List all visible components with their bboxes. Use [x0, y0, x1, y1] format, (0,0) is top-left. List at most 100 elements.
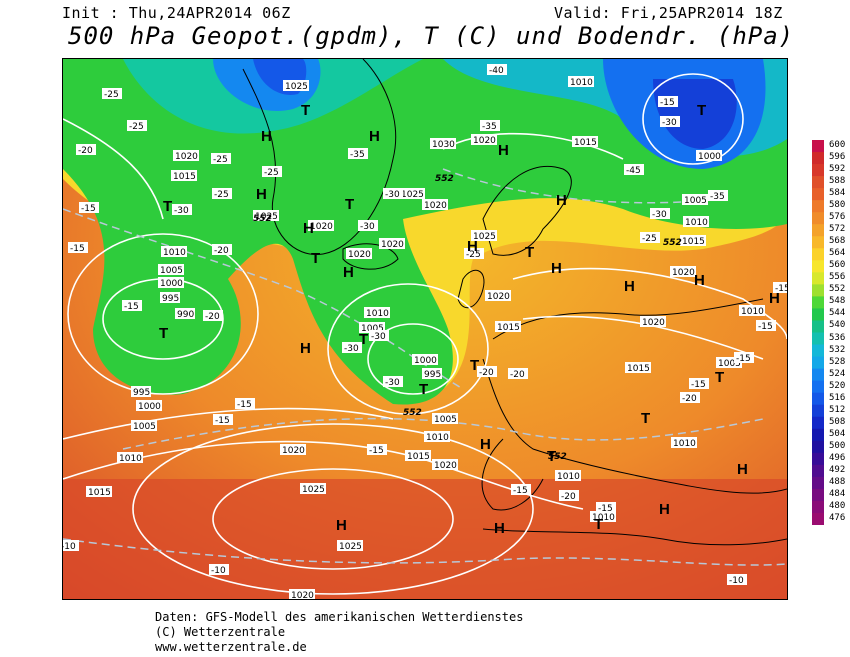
pressure-label-box [683, 216, 709, 227]
high-pressure-mark: H [480, 436, 491, 453]
pressure-label-box [696, 150, 722, 161]
temperature-label-box [773, 282, 787, 293]
pressure-label-box [432, 413, 458, 424]
low-pressure-mark: T [525, 244, 534, 261]
pressure-label-box [424, 431, 450, 442]
legend-swatch [812, 224, 824, 237]
temperature-label: -25 [264, 168, 279, 178]
high-pressure-mark: H [494, 520, 505, 537]
temperature-label: -30 [652, 210, 667, 220]
temperature-label-box [480, 120, 500, 131]
high-ring-atlantic [212, 468, 454, 570]
pressure-label-box [555, 470, 581, 481]
legend-swatch [812, 356, 824, 370]
pressure-label-box [670, 266, 696, 277]
legend-label: 516 [829, 392, 846, 403]
legend-swatch [812, 236, 824, 249]
legend-swatch [812, 284, 824, 297]
south-red [63, 479, 787, 599]
legend-swatch [812, 176, 824, 189]
legend-swatch [812, 368, 824, 382]
temperature-label: -30 [385, 378, 400, 388]
legend-swatch [812, 164, 824, 177]
legend-swatch [812, 344, 824, 358]
temperature-label: -35 [710, 192, 725, 202]
pressure-label: 1020 [282, 446, 305, 456]
temperature-label-box [508, 368, 528, 379]
temperature-label-box [209, 564, 229, 575]
temperature-label-box [79, 202, 99, 213]
temperature-label-box [559, 490, 579, 501]
pressure-label-box [739, 305, 765, 316]
pressure-label: 1015 [407, 452, 430, 462]
pressure-label: 1020 [424, 201, 447, 211]
pressure-label-box [572, 136, 598, 147]
pressure-label-box [422, 199, 448, 210]
geopotential-label: 552 [548, 452, 567, 462]
geopotential-label: 552 [435, 174, 454, 184]
temperature-label: -15 [215, 416, 230, 426]
pressure-label-box [405, 450, 431, 461]
pressure-label-box [175, 308, 195, 319]
isobar-d [512, 267, 787, 340]
temperature-label: -20 [214, 246, 229, 256]
legend-swatch [812, 272, 824, 285]
low-ring-west [67, 233, 259, 395]
high-pressure-mark: H [300, 340, 311, 357]
legend-swatch [812, 392, 824, 406]
temperature-label: -20 [682, 394, 697, 404]
pressure-label: 1010 [557, 472, 580, 482]
temperature-label-box [127, 120, 147, 131]
temperature-label: -20 [479, 368, 494, 378]
temperature-label-box [63, 540, 79, 551]
temperature-label: -20 [561, 492, 576, 502]
legend-label: 504 [829, 428, 846, 439]
low-pressure-mark: T [163, 198, 172, 215]
isotherm-d [122, 417, 764, 450]
legend-label: 512 [829, 404, 846, 415]
legend-label: 496 [829, 452, 846, 463]
pressure-label-box [590, 511, 616, 522]
legend-label: 584 [829, 188, 846, 199]
pressure-label-box [158, 264, 184, 275]
temperature-label-box [211, 153, 231, 164]
temperature-label: -25 [642, 234, 657, 244]
footer-source: Daten: GFS-Modell des amerikanischen Wet… [155, 610, 524, 624]
pressure-label-box [171, 170, 197, 181]
green-trough [63, 59, 787, 405]
pressure-label-box [568, 76, 594, 87]
pressure-label: 1030 [432, 140, 455, 150]
pressure-label: 1010 [119, 454, 142, 464]
temperature-label-box [640, 232, 660, 243]
isobar-c [442, 132, 624, 160]
temperature-label-box [203, 310, 223, 321]
pressure-label: 1005 [160, 266, 183, 276]
pressure-label: 1020 [434, 461, 457, 471]
pressure-label-box [173, 150, 199, 161]
legend-swatch [812, 260, 824, 273]
legend-swatch [812, 332, 824, 346]
pressure-label: 1020 [473, 136, 496, 146]
pressure-label-box [359, 322, 385, 333]
temperature-label: -45 [626, 166, 641, 176]
high-ring-atlantic-outer [132, 423, 534, 595]
pressure-label-box [117, 452, 143, 463]
high-pressure-mark: H [769, 290, 780, 307]
temperature-label: -10 [729, 576, 744, 586]
pressure-label-box [716, 357, 742, 368]
low-center-mid [367, 323, 459, 395]
legend-label: 560 [829, 260, 846, 271]
temperature-label-box [477, 366, 497, 377]
temperature-label-box [68, 242, 88, 253]
map-title: 500 hPa Geopot.(gpdm), T (C) und Bodendr… [68, 22, 795, 50]
pressure-label: 1020 [310, 222, 333, 232]
pressure-label-box [289, 589, 315, 599]
legend-label: 596 [829, 152, 846, 163]
pressure-label-box [300, 483, 326, 494]
legend-label: 536 [829, 332, 846, 343]
temperature-label: -10 [63, 542, 76, 552]
pressure-label-box [379, 238, 405, 249]
high-pressure-mark: H [336, 517, 347, 534]
pressure-label: 1010 [673, 439, 696, 449]
temperature-label-box [727, 574, 747, 585]
